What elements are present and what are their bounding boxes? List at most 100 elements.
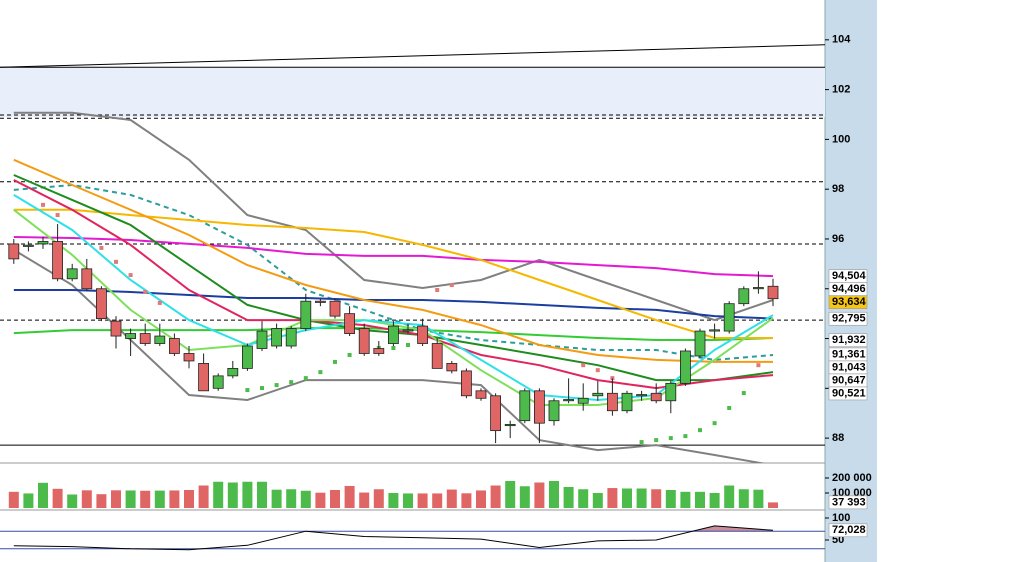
sar-dot	[157, 300, 162, 305]
volume-bar	[286, 489, 297, 508]
volume-bar	[651, 489, 662, 508]
candle-body	[96, 288, 107, 320]
sar-dot	[260, 386, 264, 391]
volume-bar	[665, 490, 676, 508]
sar-dot	[683, 434, 688, 439]
volume-bar	[330, 490, 340, 508]
price-tag	[828, 386, 868, 401]
sar-dot	[114, 259, 118, 264]
volume-bar	[695, 491, 705, 508]
volume-tag	[828, 495, 868, 510]
volume-bar	[607, 488, 618, 508]
sar-dot	[406, 343, 410, 348]
volume-bar	[8, 491, 19, 508]
indicator-line	[13, 249, 767, 463]
volume-bar	[578, 489, 589, 508]
candle-body	[344, 313, 356, 334]
volume-bar	[446, 489, 457, 508]
candle-body	[504, 424, 516, 427]
volume-bar	[432, 493, 443, 508]
axis-labels: 88909294969810010210494,50494,49693,6349…	[825, 34, 872, 546]
volume-bar	[680, 491, 691, 508]
candle-body	[446, 363, 458, 372]
volume-bar	[257, 481, 267, 508]
price-tag-label: 90,521	[832, 387, 866, 399]
candle-body	[8, 243, 20, 260]
candle-body	[227, 368, 239, 377]
oscillator-tag-label: 72,028	[832, 524, 866, 536]
candle-body	[387, 325, 399, 344]
y-tick-label: 102	[832, 84, 850, 96]
volume-bar	[768, 502, 778, 508]
overbought-fill	[13, 525, 773, 532]
volume-bar	[563, 487, 574, 508]
sar-dot	[698, 428, 702, 433]
candle-body	[534, 390, 545, 424]
candle-body	[271, 328, 283, 347]
candle-body	[154, 335, 166, 344]
candle-body	[738, 288, 750, 305]
candle-body	[241, 345, 253, 369]
candle-body	[621, 392, 633, 412]
sar-dot	[756, 363, 761, 368]
candle-body	[460, 370, 472, 397]
sar-dot	[435, 287, 440, 292]
candle-body	[358, 328, 370, 354]
volume-bar	[622, 488, 632, 508]
volume-bar	[96, 494, 107, 508]
candle-body	[753, 287, 764, 290]
candle-body	[37, 241, 49, 245]
volume-bar	[125, 490, 136, 508]
candle-body	[548, 400, 560, 422]
sar-dot	[668, 436, 673, 441]
oscillator-tag	[828, 523, 868, 538]
y-tick-label: 88	[832, 432, 844, 444]
oscillator-tick-label: 100	[832, 512, 850, 524]
volume-bar	[169, 490, 180, 508]
indicator-line	[13, 208, 773, 339]
candle-body	[329, 300, 341, 317]
sar-dot	[303, 376, 308, 381]
candle-body	[285, 328, 297, 347]
volume-bar	[359, 492, 370, 508]
volume-bar	[315, 492, 326, 508]
sar-dot	[712, 421, 717, 426]
sar-dot	[581, 363, 586, 368]
price-tag-label: 90,647	[832, 374, 866, 386]
candle-body	[417, 325, 429, 344]
y-tick-label: 98	[832, 183, 844, 195]
volume-bar	[417, 493, 428, 508]
volume-bar	[184, 490, 194, 508]
sar-dot	[99, 245, 104, 250]
candle-body	[110, 320, 122, 337]
sar-dot	[55, 213, 60, 218]
candle-body	[475, 390, 487, 399]
volume-tick-label: 200 000	[832, 472, 872, 484]
sar-dot	[449, 283, 454, 288]
y-tick-label: 100	[832, 133, 850, 145]
sar-dot	[289, 380, 294, 385]
sar-dot	[333, 359, 337, 364]
volume-bar	[490, 485, 501, 508]
candle-body	[519, 390, 531, 422]
candle-body	[212, 375, 224, 389]
volume-bar	[154, 490, 165, 508]
candle-body	[373, 348, 385, 354]
volume-bar	[592, 493, 603, 508]
sar-dot	[595, 368, 600, 373]
level-band	[0, 67, 825, 117]
candle-body	[650, 392, 662, 402]
volume-bar	[213, 481, 224, 508]
candle-body	[66, 268, 78, 280]
volume-bar	[140, 490, 151, 508]
candle-body	[680, 350, 691, 384]
volume-bar	[636, 488, 647, 508]
y-tick-label: 104	[832, 34, 851, 46]
candle-body	[490, 395, 502, 432]
candle-body	[198, 363, 210, 392]
sar-dot	[128, 273, 133, 278]
price-tag	[828, 333, 868, 348]
candle-body	[694, 330, 706, 357]
price-tag-label: 94,504	[832, 270, 867, 282]
